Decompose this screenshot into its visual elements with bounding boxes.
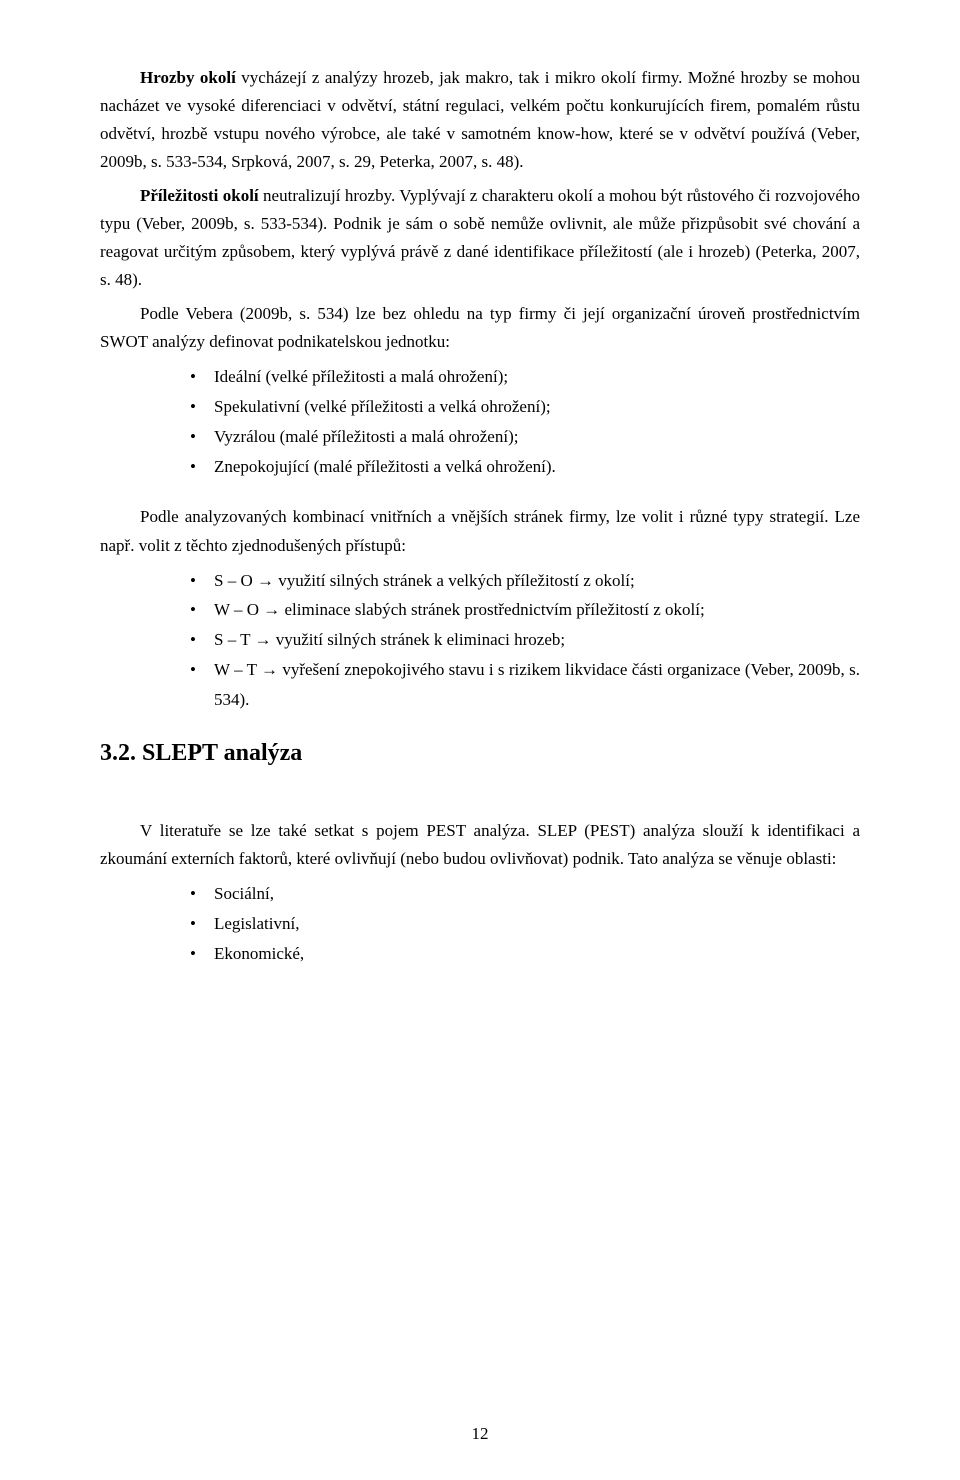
paragraph-threats: Hrozby okolí vycházejí z analýzy hrozeb,… xyxy=(100,64,860,176)
paragraph-opportunities: Příležitosti okolí neutralizují hrozby. … xyxy=(100,182,860,294)
list-item: Vyzrálou (malé příležitosti a malá ohrož… xyxy=(190,422,860,452)
list-item: W – T → vyřešení znepokojivého stavu i s… xyxy=(190,655,860,715)
page-number: 12 xyxy=(0,1424,960,1444)
list-item: S – O → využití silných stránek a velkýc… xyxy=(190,566,860,596)
paragraph-strategies-intro: Podle analyzovaných kombinací vnitřních … xyxy=(100,503,860,559)
paragraph-veber: Podle Vebera (2009b, s. 534) lze bez ohl… xyxy=(100,300,860,356)
list-item: Ideální (velké příležitosti a malá ohrož… xyxy=(190,362,860,392)
section-heading-slept: 3.2. SLEPT analýza xyxy=(100,740,860,767)
bullet-list-business-units: Ideální (velké příležitosti a malá ohrož… xyxy=(100,362,860,481)
list-item: Legislativní, xyxy=(190,909,860,939)
list-item: Znepokojující (malé příležitosti a velká… xyxy=(190,452,860,482)
bold-run-opportunities: Příležitosti okolí xyxy=(140,186,259,205)
bullet-list-strategies: S – O → využití silných stránek a velkýc… xyxy=(100,566,860,715)
list-item: Sociální, xyxy=(190,879,860,909)
bullet-list-slept-areas: Sociální, Legislativní, Ekonomické, xyxy=(100,879,860,968)
list-item: S – T → využití silných stránek k elimin… xyxy=(190,625,860,655)
list-item: Ekonomické, xyxy=(190,939,860,969)
bold-run-threats: Hrozby okolí xyxy=(140,68,236,87)
list-item: W – O → eliminace slabých stránek prostř… xyxy=(190,595,860,625)
list-item: Spekulativní (velké příležitosti a velká… xyxy=(190,392,860,422)
paragraph-slept-intro: V literatuře se lze také setkat s pojem … xyxy=(100,817,860,873)
